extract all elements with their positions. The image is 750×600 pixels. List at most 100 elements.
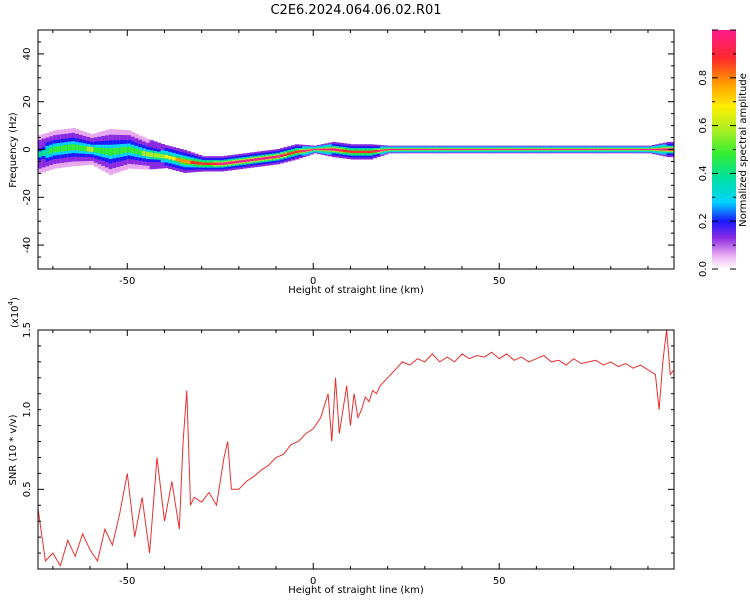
heatmap-cell [458, 148, 463, 151]
heatmap-cell [469, 148, 474, 151]
heatmap-cell [387, 148, 392, 151]
heatmap-cell [674, 142, 678, 157]
top-y-tick-label: -40 [22, 237, 33, 253]
bottom-x-tick-label: 50 [493, 576, 506, 587]
heatmap-cell [499, 148, 504, 151]
heatmap-cell [127, 146, 132, 153]
heatmap-cell [209, 162, 214, 166]
heatmap-cell [116, 147, 121, 155]
heatmap-cell [465, 148, 471, 151]
top-x-axis-label: Height of straight line (km) [288, 285, 424, 296]
heatmap-cell [435, 148, 441, 151]
heatmap-cell [205, 162, 210, 166]
heatmap-cell [149, 152, 154, 158]
heatmap-cell [651, 148, 657, 151]
top-y-axis-label: Frequency (Hz) [8, 112, 19, 188]
heatmap-cell [342, 149, 348, 153]
heatmap-cell [495, 148, 500, 151]
bottom-x-tick-label: -50 [119, 576, 135, 587]
heatmap-cell [108, 148, 113, 156]
heatmap-cell [316, 148, 322, 151]
heatmap-cell [417, 148, 422, 151]
heatmap-cell [644, 148, 649, 151]
heatmap-cell [75, 144, 80, 151]
heatmap-cell [309, 149, 314, 151]
heatmap-cell [119, 147, 125, 154]
heatmap-cell [372, 150, 378, 153]
heatmap-cell [607, 148, 612, 151]
heatmap-cell [502, 148, 508, 151]
heatmap-cell [536, 148, 541, 151]
heatmap-cell [551, 148, 556, 151]
top-x-tick-label: 50 [493, 276, 506, 287]
heatmap-cell [294, 150, 299, 154]
heatmap-cell [223, 162, 229, 165]
heatmap-cell [305, 149, 311, 152]
heatmap-cell [625, 148, 630, 151]
heatmap-cell [365, 150, 370, 154]
heatmap-cell [584, 148, 590, 151]
figure-title: C2E6.2024.064.06.02.R01 [270, 3, 441, 18]
heatmap-cell [454, 148, 459, 151]
heatmap-cell [71, 144, 76, 151]
heatmap-cell [90, 147, 95, 152]
colorbar-tick-label: 0.8 [698, 70, 709, 86]
heatmap-cell [361, 150, 366, 154]
bottom-y-tick-label: 0.5 [22, 481, 33, 497]
snr-series-line [38, 330, 674, 568]
heatmap-cell [595, 148, 601, 151]
heatmap-cell [298, 150, 303, 153]
heatmap-cell [547, 148, 552, 151]
colorbar: 0.0 0.2 0.4 0.6 0.8 Normalized spectral … [698, 29, 749, 277]
heatmap-cell [636, 148, 642, 151]
heatmap-cell [510, 148, 515, 151]
heatmap-cell [168, 155, 173, 160]
heatmap-cell [554, 148, 560, 151]
heatmap-cell [276, 155, 281, 158]
heatmap-cell [480, 148, 485, 151]
snr-ticks [38, 330, 674, 569]
heatmap-cell [581, 148, 586, 151]
heatmap-cell [577, 148, 582, 151]
top-y-tick-label: 0 [22, 146, 33, 152]
snr-plot-area [38, 330, 674, 568]
heatmap-cell [447, 148, 452, 151]
heatmap-cell [562, 148, 567, 151]
heatmap-cell [238, 160, 244, 163]
heatmap-cell [287, 152, 292, 155]
heatmap-cell [473, 148, 478, 151]
heatmap-cell [264, 156, 270, 160]
spectrogram-panel: -50 0 50 40 20 0 -20 -40 Height of strai… [8, 29, 678, 296]
heatmap-cell [409, 148, 415, 151]
heatmap-cell [610, 148, 616, 151]
heatmap-cell [145, 151, 151, 157]
heatmap-cell [197, 162, 203, 165]
heatmap-cell [175, 157, 180, 162]
heatmap-cell [67, 144, 73, 151]
heatmap-cell [659, 148, 664, 151]
heatmap-cell [279, 154, 285, 157]
heatmap-cell [130, 147, 136, 154]
top-y-tick-label: 20 [22, 95, 33, 108]
heatmap-cell [432, 148, 437, 151]
heatmap-cell [216, 162, 221, 166]
heatmap-cell [313, 148, 318, 151]
heatmap-cell [283, 153, 288, 156]
colorbar-tick-label: 0.0 [698, 261, 709, 277]
heatmap-cell [521, 148, 526, 151]
heatmap-cell [569, 148, 575, 151]
heatmap-cell [413, 148, 418, 151]
colorbar-label: Normalized spectral amplitude [738, 73, 749, 227]
heatmap-cell [640, 148, 645, 151]
heatmap-cell [525, 148, 530, 151]
heatmap-cell [82, 145, 87, 152]
bottom-x-axis-label: Height of straight line (km) [288, 585, 424, 596]
heatmap-cell [320, 148, 325, 151]
heatmap-cell [231, 161, 236, 164]
heatmap-cell [138, 149, 143, 155]
heatmap-cell [543, 148, 549, 151]
heatmap-cell [242, 159, 247, 163]
scale-suffix: ) [10, 297, 21, 301]
heatmap-cell [235, 160, 240, 164]
svg-text:(x104): (x104) [7, 297, 21, 328]
